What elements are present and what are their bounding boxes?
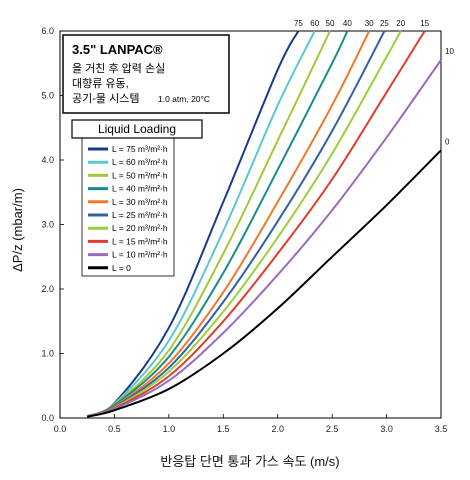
- y-tick-label: 3.0: [41, 220, 54, 230]
- legend-entry-label: L = 50 m³/m²·h: [112, 170, 168, 180]
- series-end-label: 50: [326, 19, 335, 28]
- title-box: [62, 34, 230, 114]
- title-line-2: 을 거친 후 압력 손실: [72, 62, 165, 75]
- x-axis-label: 반응탑 단면 통과 가스 속도 (m/s): [160, 454, 339, 469]
- legend-entry-label: L = 30 m³/m²·h: [112, 197, 168, 207]
- legend-title-box: [71, 119, 203, 139]
- series-line-20: [86, 30, 402, 418]
- series-end-label: 15: [420, 19, 429, 28]
- series-end-label: 75: [294, 19, 303, 28]
- title-line-4: 공기-물 시스템: [72, 92, 139, 105]
- legend-title: Liquid Loading: [98, 122, 176, 136]
- x-tick-label: 1.0: [163, 424, 176, 434]
- y-tick-label: 2.0: [41, 284, 54, 294]
- y-tick-label: 4.0: [41, 155, 54, 165]
- series-end-label: 40: [343, 19, 352, 28]
- y-axis-label: ΔP/z (mbar/m): [10, 188, 25, 272]
- series-line-0: [86, 149, 442, 418]
- series-line-15: [86, 30, 426, 418]
- x-tick-label: 3.0: [380, 424, 393, 434]
- x-tick-label: 2.0: [271, 424, 284, 434]
- x-tick-label: 0.0: [54, 424, 67, 434]
- legend-entry-label: L = 20 m³/m²·h: [112, 223, 168, 233]
- x-axis-ticks: 0.0 0.5 1.0 1.5 2.0 2.5 3.0 3.5: [54, 414, 448, 434]
- title-line-3: 대향류 유동,: [72, 77, 129, 90]
- title-conditions: 1.0 atm, 20°C: [158, 94, 210, 104]
- legend-entry-label: L = 25 m³/m²·h: [112, 210, 168, 220]
- x-tick-label: 2.5: [326, 424, 339, 434]
- legend-entry-label: L = 40 m³/m²·h: [112, 184, 168, 194]
- legend-entry-label: L = 15 m³/m²·h: [112, 236, 168, 246]
- series-line-10: [86, 59, 442, 418]
- x-tick-label: 0.5: [108, 424, 121, 434]
- series-end-label: 60: [310, 19, 319, 28]
- legend-entry-label: L = 60 m³/m²·h: [112, 157, 168, 167]
- title-line-1: 3.5" LANPAC®: [72, 42, 163, 57]
- curves-group: [86, 30, 442, 418]
- legend-entry-label: L = 75 m³/m²·h: [112, 144, 168, 154]
- y-tick-label: 0.0: [41, 413, 54, 423]
- series-end-label: 0: [445, 137, 450, 146]
- series-end-label: 25: [380, 19, 389, 28]
- y-tick-label: 1.0: [41, 349, 54, 359]
- x-tick-label: 1.5: [217, 424, 230, 434]
- legend-entry-label: L = 10 m³/m²·h: [112, 250, 168, 260]
- series-end-label: 30: [365, 19, 374, 28]
- top-series-labels: 75 60 50 40 30 25 20 15 10 0: [294, 19, 455, 146]
- y-axis-ticks: 0.0 1.0 2.0 3.0 4.0 5.0 6.0: [41, 26, 64, 423]
- series-end-label: 20: [396, 19, 405, 28]
- legend-entry-label: L = 0: [112, 263, 131, 273]
- series-end-label: 10: [445, 47, 454, 56]
- series-line-40: [86, 30, 349, 418]
- legend-entries: L = 75 m³/m²·h L = 60 m³/m²·h L = 50 m³/m²…: [88, 144, 168, 273]
- y-tick-label: 6.0: [41, 26, 54, 36]
- y-tick-label: 5.0: [41, 91, 54, 101]
- x-tick-label: 3.5: [435, 424, 448, 434]
